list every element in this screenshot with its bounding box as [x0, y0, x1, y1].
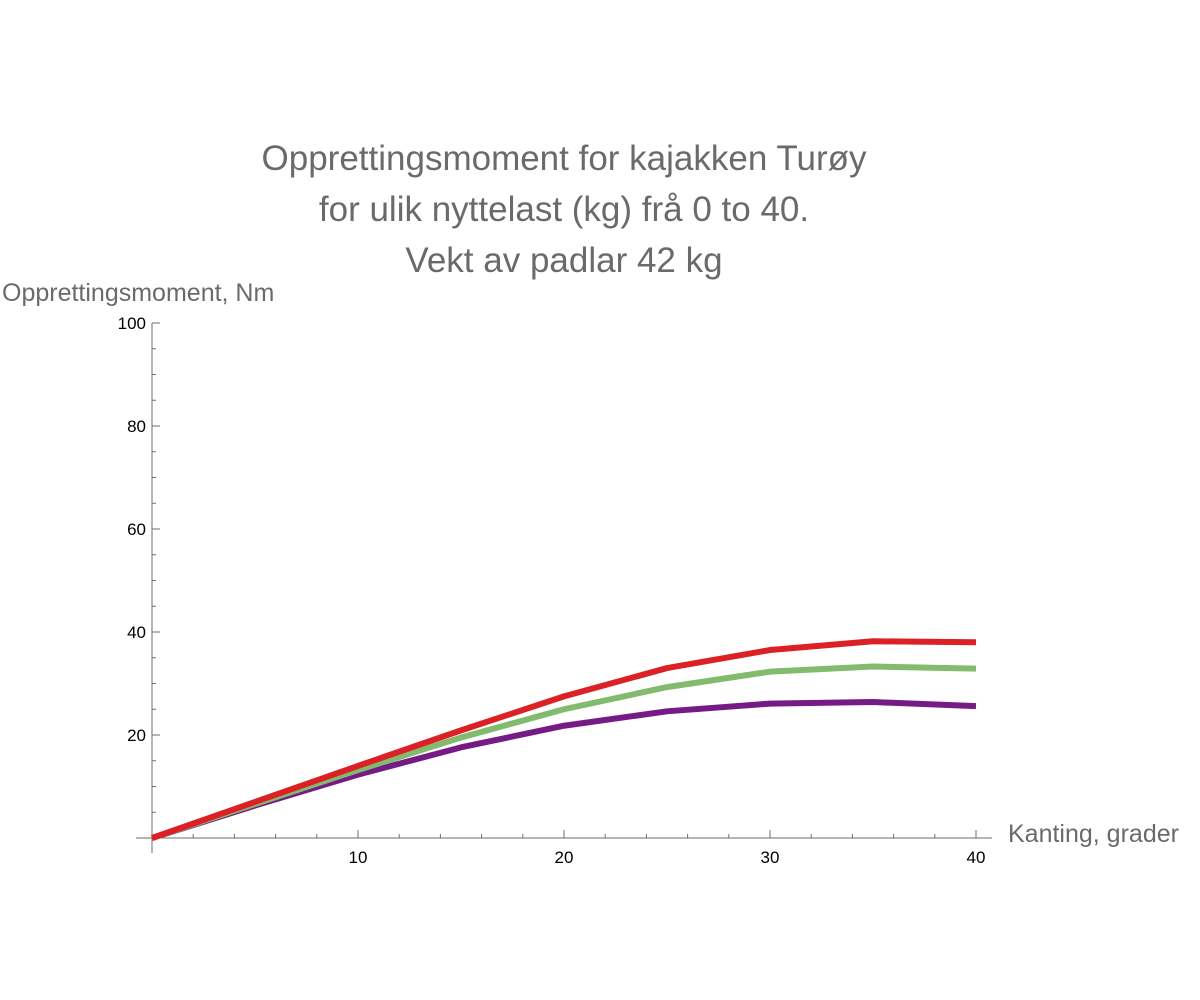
- chart-title-line-2: for ulik nyttelast (kg) frå 0 to 40.: [318, 190, 810, 229]
- data-lines: [151, 638, 977, 841]
- series-line-purple: [151, 699, 977, 841]
- x-axis-label: Kanting, grader: [1008, 820, 1179, 848]
- y-tick-label: 80: [127, 417, 146, 436]
- y-axis-label: Opprettingsmoment, Nm: [2, 279, 275, 307]
- chart-title-line-3: Vekt av padlar 42 kg: [405, 241, 723, 280]
- x-tick-label: 10: [349, 848, 368, 867]
- y-tick-label: 60: [127, 520, 146, 539]
- y-tick-label: 20: [127, 726, 146, 745]
- chart-title-line-1: Opprettingsmoment for kajakken Turøy: [261, 139, 867, 178]
- series-line-green: [151, 663, 977, 841]
- y-tick-label: 40: [127, 623, 146, 642]
- x-tick-label: 30: [761, 848, 780, 867]
- x-tick-label: 20: [555, 848, 574, 867]
- axes: 10 20 30 40 20 40 60 80 100: [118, 314, 992, 867]
- y-tick-label: 100: [118, 314, 146, 333]
- x-tick-label: 40: [967, 848, 986, 867]
- chart-title: Opprettingsmoment for kajakken Turøy for…: [150, 133, 978, 286]
- series-line-red: [151, 638, 977, 841]
